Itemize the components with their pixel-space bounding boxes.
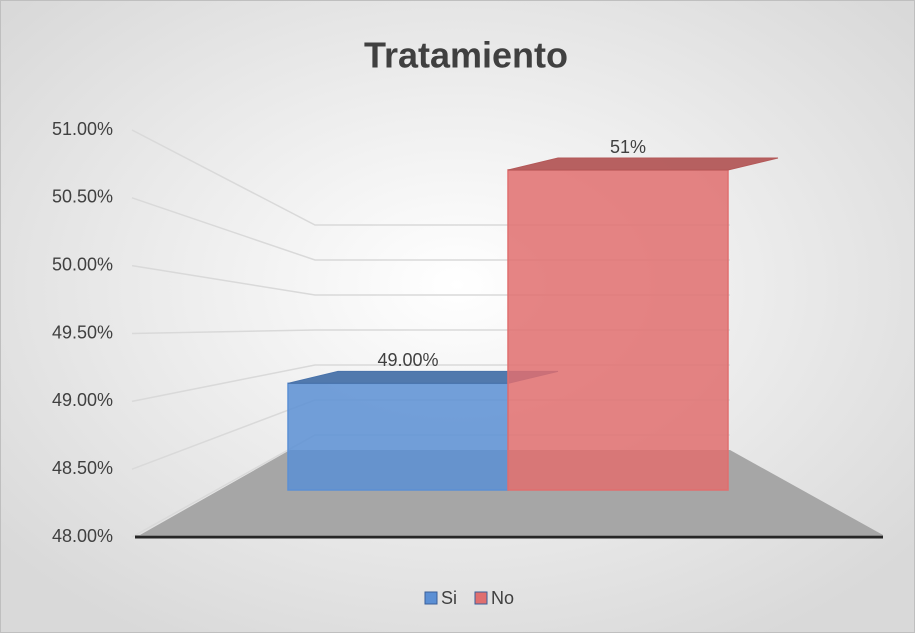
y-tick-label: 50.50% — [52, 187, 113, 207]
bar-top — [507, 157, 779, 171]
y-tick-label: 48.00% — [52, 526, 113, 546]
bars: 49.00% 51% — [287, 137, 779, 491]
legend-swatch — [474, 591, 488, 605]
data-label: 49.00% — [377, 350, 438, 370]
legend-swatch — [424, 591, 438, 605]
data-label: 51% — [610, 137, 646, 157]
y-tick-label: 49.00% — [52, 390, 113, 410]
y-tick-label: 51.00% — [52, 119, 113, 139]
bar — [287, 382, 509, 491]
bar — [507, 169, 729, 491]
y-tick-label: 49.50% — [52, 322, 113, 342]
legend-label: No — [491, 588, 514, 608]
legend-label: Si — [441, 588, 457, 608]
y-tick-label: 50.00% — [52, 254, 113, 274]
legend: Si No — [424, 588, 514, 608]
y-tick-label: 48.50% — [52, 458, 113, 478]
chart-title: Tratamiento — [364, 35, 568, 76]
